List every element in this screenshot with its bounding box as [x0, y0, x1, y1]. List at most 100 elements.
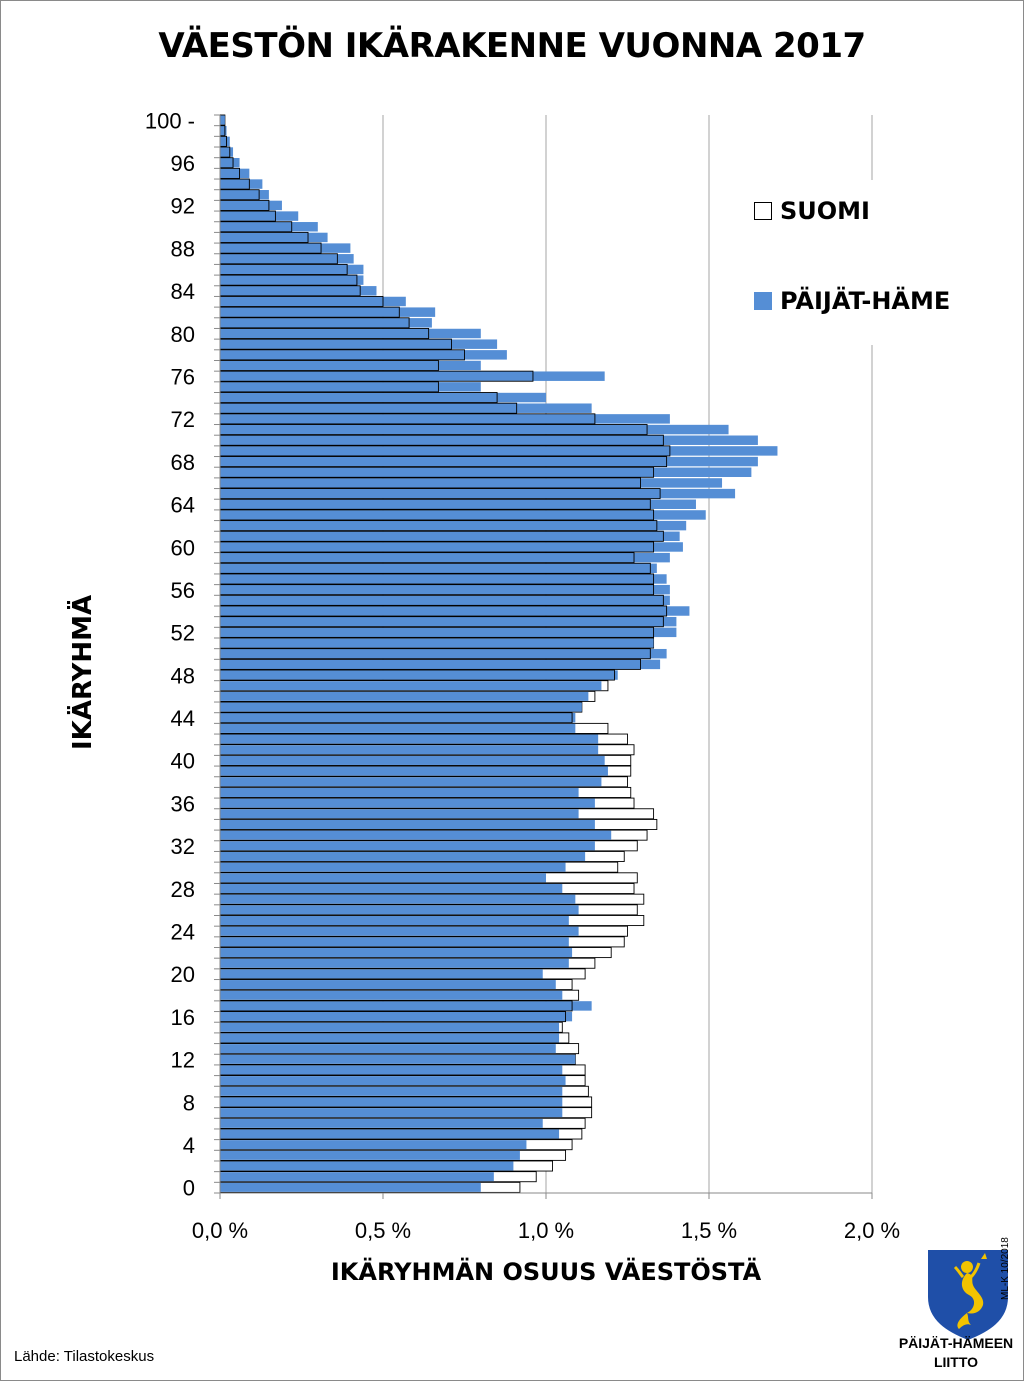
document-code: ML-K 10/2018 [1000, 1237, 1011, 1300]
bar-paijat-hame-68 [220, 456, 758, 467]
y-tick-label: 32 [171, 834, 195, 859]
bar-paijat-hame-28 [220, 883, 563, 894]
legend-swatch-suomi [754, 202, 772, 220]
bar-paijat-hame-52 [220, 627, 677, 638]
y-tick-label: 100 - [145, 108, 195, 133]
bar-paijat-hame-63 [220, 510, 706, 520]
bar-paijat-hame-44 [220, 713, 576, 723]
bar-paijat-hame-30 [220, 862, 566, 872]
bar-paijat-hame-9 [220, 1086, 563, 1096]
bar-paijat-hame-39 [220, 766, 608, 776]
x-tick-label: 0,0 % [192, 1218, 248, 1243]
bar-paijat-hame-22 [220, 948, 573, 958]
bar-paijat-hame-3 [220, 1150, 520, 1160]
logo-text-line1: PÄIJÄT-HÄMEEN [898, 1335, 1014, 1351]
y-tick-label: 36 [171, 791, 195, 816]
bar-paijat-hame-54 [220, 606, 690, 616]
bar-paijat-hame-12 [220, 1054, 576, 1064]
y-tick-label: 96 [171, 151, 195, 176]
y-tick-label: 84 [171, 279, 195, 304]
x-tick-label: 1,5 % [681, 1218, 737, 1243]
bar-paijat-hame-19 [220, 980, 556, 990]
chart-title: VÄESTÖN IKÄRAKENNE VUONNA 2017 [158, 26, 866, 66]
bar-paijat-hame-49 [220, 659, 661, 670]
y-tick-label: 4 [183, 1133, 195, 1158]
bar-paijat-hame-11 [220, 1065, 563, 1075]
bar-paijat-hame-51 [220, 638, 654, 648]
bar-paijat-hame-14 [220, 1033, 560, 1043]
y-tick-label: 88 [171, 236, 195, 261]
x-tick-label: 1,0 % [518, 1218, 574, 1243]
bar-paijat-hame-75 [220, 382, 481, 392]
bar-paijat-hame-61 [220, 531, 680, 542]
bar-paijat-hame-59 [220, 552, 670, 563]
y-tick-label: 60 [171, 535, 195, 560]
y-tick-label: 44 [171, 706, 195, 731]
y-tick-label: 56 [171, 578, 195, 603]
x-tick-label: 2,0 % [844, 1218, 900, 1243]
bar-paijat-hame-93 [220, 190, 269, 200]
bar-paijat-hame-96 [220, 157, 240, 168]
x-tick-label: 0,5 % [355, 1218, 411, 1243]
bar-paijat-hame-73 [220, 403, 592, 413]
bar-paijat-hame-87 [220, 254, 354, 264]
bar-paijat-hame-57 [220, 574, 667, 584]
bar-paijat-hame-33 [220, 830, 612, 840]
bar-paijat-hame-78 [220, 350, 507, 360]
y-tick-label: 52 [171, 621, 195, 646]
bar-paijat-hame-64 [220, 499, 696, 510]
coat-of-arms-logo [926, 1248, 1010, 1343]
bar-paijat-hame-1 [220, 1172, 494, 1182]
y-tick-label: 72 [171, 407, 195, 432]
bar-paijat-hame-72 [220, 414, 670, 424]
bar-paijat-hame-4 [220, 1140, 527, 1150]
bar-paijat-hame-74 [220, 392, 546, 403]
bar-paijat-hame-97 [220, 147, 234, 157]
y-tick-label: 68 [171, 450, 195, 475]
bar-paijat-hame-45 [220, 702, 582, 712]
bar-paijat-hame-43 [220, 723, 576, 733]
bar-paijat-hame-77 [220, 360, 481, 371]
bar-paijat-hame-84 [220, 286, 377, 296]
y-tick-label: 8 [183, 1090, 195, 1115]
bar-paijat-hame-20 [220, 969, 543, 979]
bar-paijat-hame-99 [220, 125, 227, 136]
bar-paijat-hame-80 [220, 328, 481, 339]
bar-paijat-hame-6 [220, 1118, 543, 1128]
bar-paijat-hame-36 [220, 798, 595, 808]
y-tick-label: 80 [171, 322, 195, 347]
legend-label-suomi: SUOMI [780, 197, 870, 225]
bar-paijat-hame-17 [220, 1001, 592, 1011]
bar-paijat-hame-10 [220, 1076, 566, 1086]
bar-paijat-hame-0 [220, 1182, 481, 1192]
bar-paijat-hame-67 [220, 467, 752, 477]
bar-paijat-hame-47 [220, 681, 602, 691]
bar-paijat-hame-71 [220, 424, 729, 435]
bar-paijat-hame-82 [220, 307, 436, 317]
bar-paijat-hame-35 [220, 809, 579, 819]
bar-paijat-hame-70 [220, 435, 758, 445]
logo-text-line2: LIITTO [933, 1354, 979, 1370]
bar-paijat-hame-79 [220, 339, 498, 349]
bar-paijat-hame-90 [220, 222, 318, 232]
source-note: Lähde: Tilastokeskus [14, 1348, 155, 1365]
bar-paijat-hame-15 [220, 1022, 560, 1032]
bar-paijat-hame-8 [220, 1097, 563, 1107]
bar-paijat-hame-13 [220, 1044, 556, 1054]
bar-paijat-hame-21 [220, 958, 569, 968]
bar-paijat-hame-58 [220, 563, 657, 574]
bar-paijat-hame-66 [220, 478, 723, 488]
bar-paijat-hame-50 [220, 648, 667, 659]
bar-paijat-hame-98 [220, 136, 230, 147]
bar-paijat-hame-81 [220, 318, 432, 328]
bar-paijat-hame-24 [220, 926, 579, 936]
y-tick-label: 12 [171, 1048, 195, 1073]
x-axis-label: IKÄRYHMÄN OSUUS VÄESTÖSTÄ [330, 1258, 762, 1286]
bar-paijat-hame-38 [220, 777, 602, 787]
bar-paijat-hame-37 [220, 787, 579, 797]
y-tick-label: 76 [171, 364, 195, 389]
y-tick-label: 16 [171, 1005, 195, 1030]
bar-paijat-hame-65 [220, 488, 736, 499]
bar-paijat-hame-48 [220, 670, 618, 680]
